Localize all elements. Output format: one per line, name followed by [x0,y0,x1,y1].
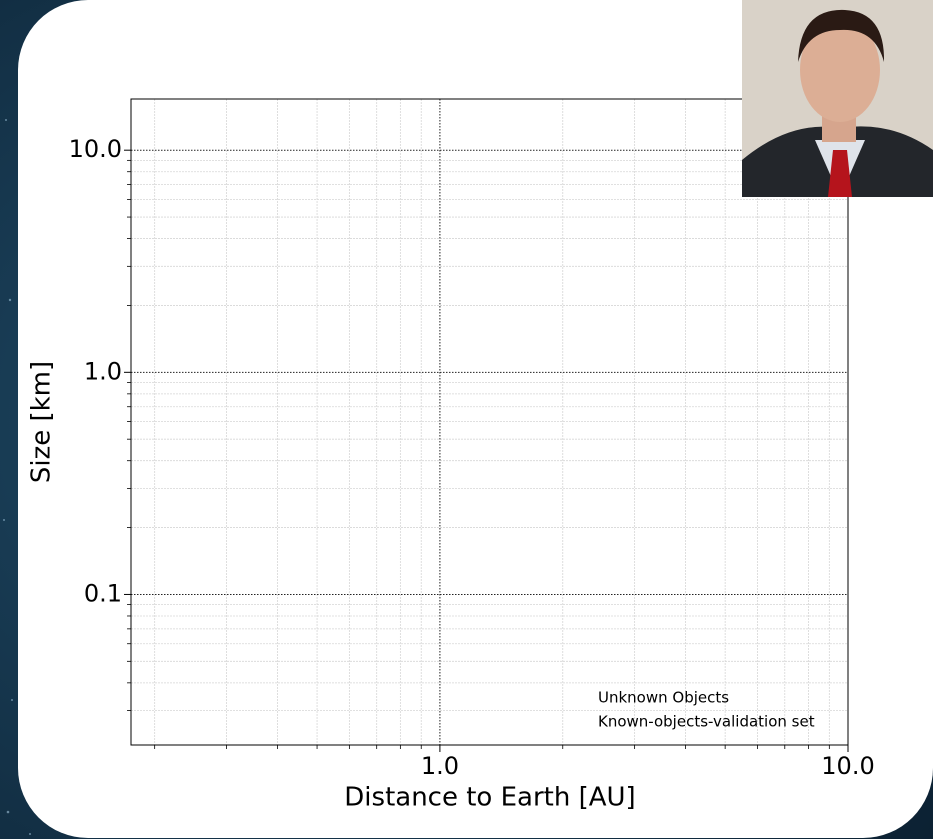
y-tick-label: 10.0 [69,135,122,163]
x-tick-label: 1.0 [421,752,459,780]
y-tick-label: 1.0 [84,357,122,385]
y-tick-label: 0.1 [84,579,122,607]
slide: 1.0 10.0 0.1 1.0 10.0 Unknown Objects Known-ob… [0,0,933,839]
photo [742,0,933,197]
x-axis-label: Distance to Earth [AU] [344,783,635,813]
x-tick-label: 10.0 [821,752,874,780]
legend-label: Unknown Objects [598,689,729,707]
legend-label: Known-objects-validation set [598,713,815,731]
y-axis-label: Size [km] [27,361,57,483]
